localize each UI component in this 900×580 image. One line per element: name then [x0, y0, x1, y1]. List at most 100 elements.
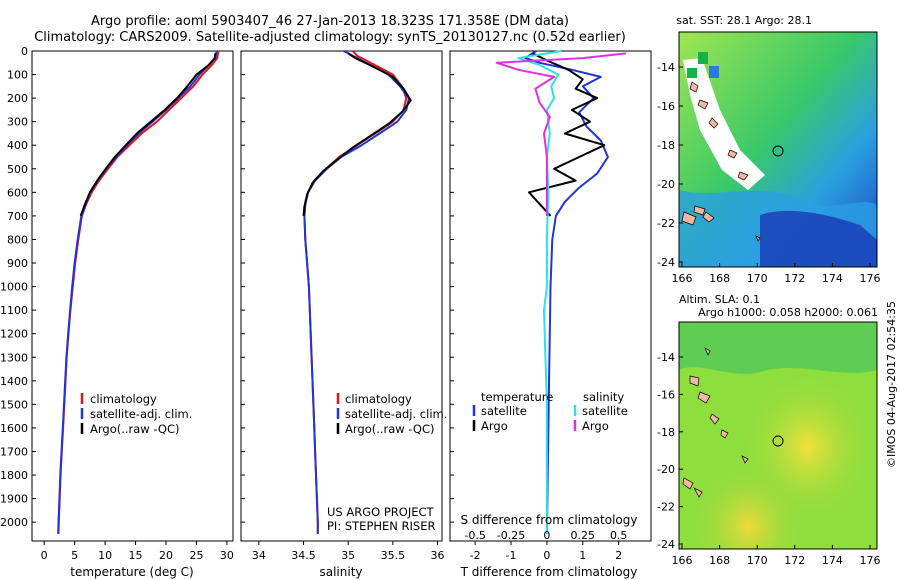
salinity-x-ticks: 34 34.5 35 35.5 36: [252, 541, 445, 562]
x-tick-label: 35: [341, 549, 355, 562]
map-y-tick-label: -20: [657, 178, 675, 191]
x-tick-label: -1: [506, 549, 517, 562]
depth-tick-label: 700: [7, 210, 28, 223]
map-y-tick-label: -16: [657, 388, 675, 401]
depth-tick-label: 1900: [0, 493, 28, 506]
imos-timestamp: ©IMOS 04-Aug-2017 02:54:35: [885, 301, 898, 468]
sst-patch: [709, 66, 719, 78]
depth-tick-label: 2000: [0, 516, 28, 529]
series-line-satellite-adj-clim-: [57, 50, 218, 534]
map-x-tick-label: 174: [822, 272, 843, 285]
map-y-tick-label: -24: [657, 256, 675, 269]
map-x-tick-label: 168: [709, 554, 730, 567]
x-tick-label: 34.5: [291, 549, 316, 562]
map-y-tick-label: -22: [657, 217, 675, 230]
series-line-s-argo: [495, 52, 627, 216]
x-tick-label: 20: [159, 549, 173, 562]
sst-float-location-marker: [772, 145, 784, 157]
salinity-difference-ticks: -0.5 -0.25 0 0.25 0.5: [464, 529, 627, 542]
map-y-tick-label: -22: [657, 501, 675, 514]
depth-tick-label: 1300: [0, 351, 28, 364]
x-tick-label: 5: [71, 549, 78, 562]
x-tick-label: 2: [615, 549, 622, 562]
legend-label-satellite: satellite-adj. clim.: [90, 407, 192, 421]
depth-tick-label: 100: [7, 69, 28, 82]
x-tick-label: 25: [189, 549, 203, 562]
map-y-tick-label: -18: [657, 426, 675, 439]
map-x-tick-label: 170: [747, 554, 768, 567]
depth-tick-label: 1000: [0, 281, 28, 294]
sst-map: [678, 31, 878, 268]
sla-map-title-2: Argo h1000: 0.058 h2000: 0.061: [698, 306, 878, 319]
map-x-tick-label: 174: [822, 554, 843, 567]
depth-tick-label: 900: [7, 257, 28, 270]
map-y-tick-label: -20: [657, 463, 675, 476]
temperature-series: [57, 50, 220, 534]
depth-tick-label: 1400: [0, 375, 28, 388]
s-difference-tick-label: 0: [543, 529, 550, 542]
map-y-tick-label: -18: [657, 139, 675, 152]
x-tick-label: 15: [129, 549, 143, 562]
sst-cold-region: [760, 210, 877, 267]
depth-tick-label: 600: [7, 186, 28, 199]
depth-tick-label: 300: [7, 116, 28, 129]
depth-tick-label: 0: [21, 45, 28, 58]
project-label: US ARGO PROJECT: [327, 505, 435, 519]
depth-tick-labels: 0 100 200 300 400 500 600 700 800 900 1000 1100 1200…: [0, 45, 454, 529]
x-tick-label: 0: [543, 549, 550, 562]
legend-label-argo: Argo(..raw -QC): [345, 422, 435, 436]
legend-header-salinity: salinity: [583, 390, 624, 404]
legend-label-argo: Argo(..raw -QC): [90, 422, 180, 436]
sst-land: [681, 81, 761, 242]
map-x-tick-label: 166: [672, 272, 693, 285]
depth-tick-label: 1100: [0, 304, 28, 317]
series-line-climatology: [303, 50, 408, 534]
depth-tick-label: 1800: [0, 469, 28, 482]
sla-map-title-1: Altim. SLA: 0.1: [678, 293, 760, 306]
legend-label-s-argo: Argo: [582, 419, 609, 433]
depth-tick-label: 200: [7, 92, 28, 105]
depth-tick-label: 1500: [0, 398, 28, 411]
salinity-legend: climatology satellite-adj. clim. Argo(..…: [336, 392, 447, 436]
s-difference-tick-label: -0.5: [464, 529, 485, 542]
depth-tick-label: 1200: [0, 328, 28, 341]
depth-tick-label: 400: [7, 139, 28, 152]
series-line-t-satellite: [524, 50, 609, 534]
x-tick-label: 34: [252, 549, 266, 562]
s-difference-tick-label: -0.25: [497, 529, 525, 542]
sst-map-frame: [678, 31, 878, 268]
salinity-x-label: salinity: [319, 565, 362, 579]
sst-patch: [687, 68, 697, 78]
x-tick-label: 10: [98, 549, 112, 562]
legend-label-t-satellite: satellite: [481, 404, 527, 418]
map-x-tick-label: 176: [860, 272, 881, 285]
map-y-tick-label: -16: [657, 100, 675, 113]
depth-tick-label: 800: [7, 233, 28, 246]
difference-axes: [449, 50, 652, 542]
x-tick-label: 35.5: [381, 549, 406, 562]
series-line-argo-raw-qc-: [302, 52, 412, 216]
series-line-satellite-adj-clim-: [303, 50, 410, 534]
sst-map-title: sat. SST: 28.1 Argo: 28.1: [676, 14, 812, 27]
pi-label: PI: STEPHEN RISER: [327, 519, 436, 533]
x-tick-label: 30: [220, 549, 234, 562]
difference-x-ticks: -2 -1 0 1 2: [470, 541, 622, 562]
s-difference-x-label: S difference from climatology: [461, 513, 638, 527]
sla-float-location-marker: [772, 435, 784, 447]
map-x-tick-label: 176: [860, 554, 881, 567]
map-y-tick-label: -14: [657, 351, 675, 364]
map-x-tick-label: 170: [747, 272, 768, 285]
x-tick-label: 36: [431, 549, 445, 562]
map-x-tick-label: 172: [784, 554, 805, 567]
legend-label-s-satellite: satellite: [582, 404, 628, 418]
series-line-argo-raw-qc-: [79, 53, 217, 217]
legend-label-climatology: climatology: [90, 392, 157, 406]
s-difference-tick-label: 0.5: [610, 529, 628, 542]
series-line-t-argo: [528, 52, 606, 217]
temperature-axes: [31, 50, 234, 542]
series-line-climatology: [57, 50, 220, 534]
sst-missing-data: [683, 58, 765, 190]
x-tick-label: 0: [41, 549, 48, 562]
